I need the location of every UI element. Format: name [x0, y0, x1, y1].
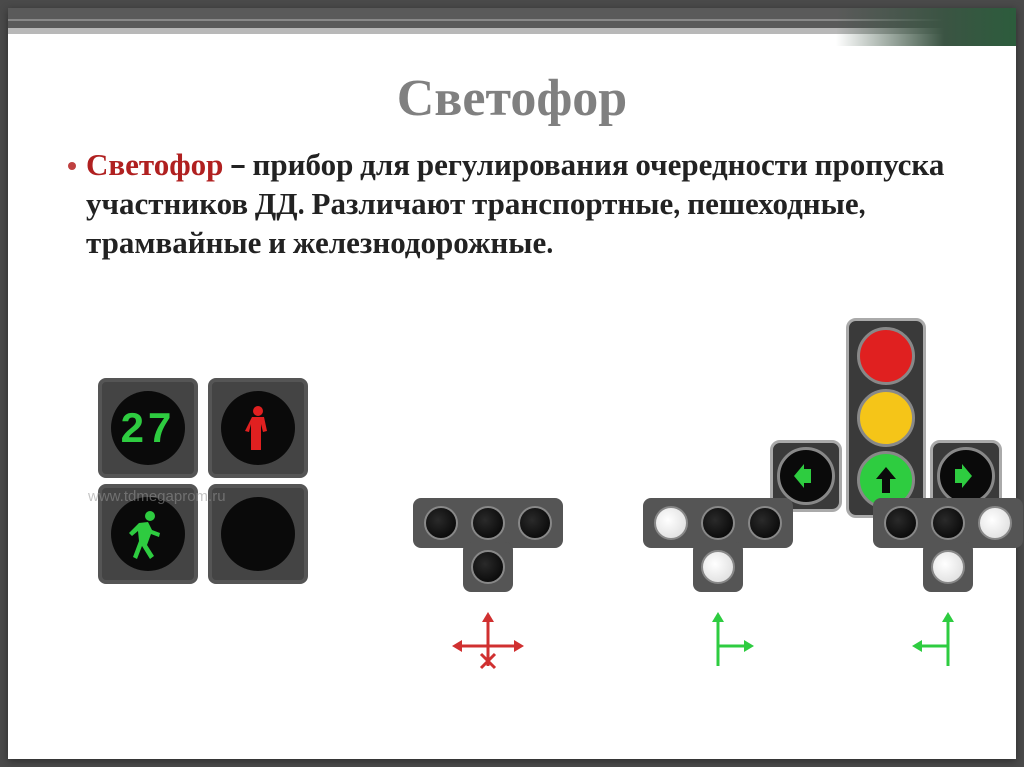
stand-icon	[232, 402, 284, 454]
countdown-circle: 27	[111, 391, 185, 465]
tram-lamp-top-1-0	[654, 506, 688, 540]
corner-accent	[836, 8, 1016, 46]
tram-top-0	[413, 498, 563, 548]
illustration-area: 27	[88, 368, 936, 719]
stand-circle	[221, 391, 295, 465]
arrow-right-icon	[949, 459, 983, 493]
tram-bottom-2	[923, 542, 973, 592]
definition-text: Светофор – прибор для регулирования очер…	[86, 146, 976, 262]
t-lamp-red	[857, 327, 915, 385]
tram-top-1	[643, 498, 793, 548]
t-traffic-light	[846, 318, 926, 518]
tram-unit-1	[638, 498, 798, 676]
arrow-up-icon	[873, 465, 899, 495]
tram-diagram-0	[448, 606, 528, 676]
term: Светофор	[86, 147, 223, 183]
arrow-left-icon	[789, 459, 823, 493]
watermark: www.tdmegaprom.ru	[88, 488, 226, 505]
slide-title: Светофор	[48, 68, 976, 128]
tram-lamp-top-0-2	[518, 506, 552, 540]
pedestrian-column-2	[208, 378, 308, 584]
countdown-box: 27	[98, 378, 198, 478]
t-lamp-right-arrow	[937, 447, 995, 505]
tram-lamp-bottom-0	[471, 550, 505, 584]
tram-lamp-bottom-2	[931, 550, 965, 584]
walk-circle	[111, 497, 185, 571]
tram-signal-row	[408, 498, 1024, 676]
tram-lamp-top-2-1	[931, 506, 965, 540]
tram-lamp-top-2-0	[884, 506, 918, 540]
tram-signal-0	[413, 498, 563, 588]
pedestrian-signal-group: 27	[98, 378, 308, 584]
tram-lamp-bottom-1	[701, 550, 735, 584]
tram-lamp-top-2-2	[978, 506, 1012, 540]
tram-lamp-top-1-1	[701, 506, 735, 540]
slide-content: Светофор Светофор – прибор для регулиров…	[48, 68, 976, 729]
tram-unit-0	[408, 498, 568, 676]
pedestrian-column-1: 27	[98, 378, 198, 584]
tram-bottom-1	[693, 542, 743, 592]
tram-diagram-1	[678, 606, 758, 676]
bullet-row: Светофор – прибор для регулирования очер…	[48, 146, 976, 262]
tram-lamp-top-0-0	[424, 506, 458, 540]
bullet-dot	[68, 162, 76, 170]
tram-bottom-0	[463, 542, 513, 592]
slide-top-bar	[8, 8, 1016, 34]
walk-icon	[122, 508, 174, 560]
stand-box	[208, 378, 308, 478]
tram-lamp-top-0-1	[471, 506, 505, 540]
t-main-column	[846, 318, 926, 518]
tram-unit-2	[868, 498, 1024, 676]
tram-signal-2	[873, 498, 1023, 588]
tram-top-2	[873, 498, 1023, 548]
tram-diagram-2	[908, 606, 988, 676]
tram-signal-1	[643, 498, 793, 588]
slide-frame: Светофор Светофор – прибор для регулиров…	[8, 8, 1016, 759]
t-lamp-yellow	[857, 389, 915, 447]
dark-circle	[221, 497, 295, 571]
t-lamp-left-arrow	[777, 447, 835, 505]
tram-lamp-top-1-2	[748, 506, 782, 540]
countdown-value: 27	[121, 404, 176, 452]
